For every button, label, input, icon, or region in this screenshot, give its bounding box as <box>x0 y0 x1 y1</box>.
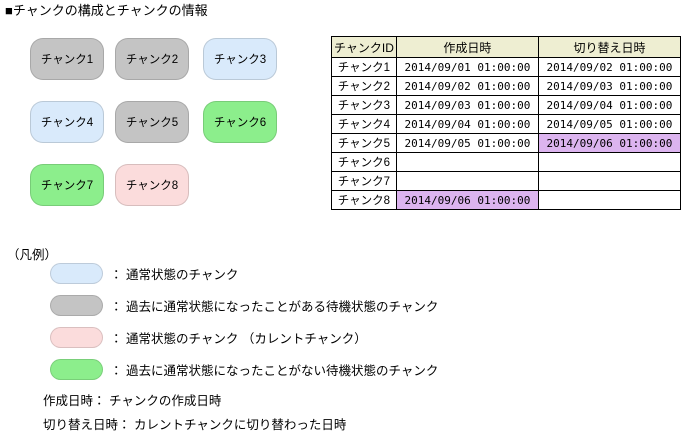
table-row: チャンク8 2014/09/06 01:00:00 <box>331 190 681 210</box>
column-header-switched-at: 切り替え日時 <box>537 36 681 58</box>
cell-chunk-id: チャンク5 <box>331 133 397 153</box>
cell-switched-at: 2014/09/03 01:00:00 <box>537 76 681 96</box>
cell-switched-at: 2014/09/06 01:00:00 <box>537 133 681 153</box>
table-row: チャンク2 2014/09/02 01:00:00 2014/09/03 01:00… <box>331 76 681 96</box>
legend-item: ： 過去に通常状態になったことがない待機状態のチャンク <box>50 358 438 380</box>
cell-switched-at: 2014/09/02 01:00:00 <box>537 57 681 77</box>
chunk-box: チャンク1 <box>30 38 104 80</box>
chunk-box-label: チャンク4 <box>40 117 94 129</box>
chunk-box-label: チャンク5 <box>125 117 179 129</box>
chunk-box-label: チャンク7 <box>40 180 94 192</box>
cell-chunk-id: チャンク7 <box>331 171 397 191</box>
cell-chunk-id: チャンク8 <box>331 190 397 210</box>
table-row: チャンク5 2014/09/05 01:00:00 2014/09/06 01:00… <box>331 133 681 153</box>
table-header-row: チャンクID 作成日時 切り替え日時 <box>331 36 681 58</box>
chunk-box: チャンク7 <box>30 164 104 206</box>
chunk-diagram: チャンク1 チャンク2 チャンク3 チャンク4 チャンク5 チャンク6 チャンク7 チャンク8 <box>0 0 320 215</box>
chunk-box: チャンク3 <box>203 38 277 80</box>
legend-swatch <box>50 262 103 284</box>
legend-swatch <box>50 358 103 380</box>
cell-created-at: 2014/09/06 01:00:00 <box>395 190 539 210</box>
legend-item: ： 通常状態のチャンク <box>50 262 238 284</box>
chunk-box: チャンク2 <box>115 38 189 80</box>
table-row: チャンク3 2014/09/03 01:00:00 2014/09/04 01:00… <box>331 95 681 115</box>
cell-chunk-id: チャンク6 <box>331 152 397 172</box>
cell-switched-at: 2014/09/04 01:00:00 <box>537 95 681 115</box>
chunk-box: チャンク6 <box>203 101 277 143</box>
page-title: ■チャンクの構成とチャンクの情報 <box>5 3 208 18</box>
table-row: チャンク7 <box>331 171 681 191</box>
cell-chunk-id: チャンク4 <box>331 114 397 134</box>
chunk-box-label: チャンク8 <box>125 180 179 192</box>
cell-created-at: 2014/09/04 01:00:00 <box>395 114 539 134</box>
cell-chunk-id: チャンク2 <box>331 76 397 96</box>
cell-created-at: 2014/09/01 01:00:00 <box>395 57 539 77</box>
cell-created-at: 2014/09/03 01:00:00 <box>395 95 539 115</box>
chunk-box-label: チャンク3 <box>213 54 267 66</box>
cell-created-at: 2014/09/02 01:00:00 <box>395 76 539 96</box>
chunk-box: チャンク5 <box>115 101 189 143</box>
cell-created-at: 2014/09/05 01:00:00 <box>395 133 539 153</box>
chunk-box-label: チャンク6 <box>213 117 267 129</box>
column-header-chunk-id: チャンクID <box>331 36 397 58</box>
chunk-box: チャンク8 <box>115 164 189 206</box>
cell-created-at <box>395 171 539 191</box>
cell-switched-at <box>537 171 681 191</box>
legend-item-label: ： 過去に通常状態になったことがない待機状態のチャンク <box>110 363 439 378</box>
legend-swatch <box>50 294 103 316</box>
legend-item-label: ： 過去に通常状態になったことがある待機状態のチャンク <box>110 299 439 314</box>
table-row: チャンク6 <box>331 152 681 172</box>
legend-item-label: ： 通常状態のチャンク （カレントチャンク） <box>110 331 367 346</box>
legend-item-label: ： 通常状態のチャンク <box>110 267 239 282</box>
cell-switched-at <box>537 152 681 172</box>
cell-switched-at: 2014/09/05 01:00:00 <box>537 114 681 134</box>
chunk-box-label: チャンク1 <box>40 54 94 66</box>
column-header-created-at: 作成日時 <box>395 36 539 58</box>
table-row: チャンク1 2014/09/01 01:00:00 2014/09/02 01:00… <box>331 57 681 77</box>
table-body: チャンク1 2014/09/01 01:00:00 2014/09/02 01:00… <box>331 57 681 210</box>
chunk-box-label: チャンク2 <box>125 54 179 66</box>
legend-title: （凡例） <box>7 248 58 262</box>
chunk-info-table: チャンクID 作成日時 切り替え日時 チャンク1 2014/09/01 01:00… <box>331 36 681 210</box>
cell-chunk-id: チャンク3 <box>331 95 397 115</box>
legend-item: ： 過去に通常状態になったことがある待機状態のチャンク <box>50 294 438 316</box>
chunk-box: チャンク4 <box>30 101 104 143</box>
legend-note: 作成日時： チャンクの作成日時 <box>43 394 222 408</box>
legend-note: 切り替え日時： カレントチャンクに切り替わった日時 <box>43 418 347 432</box>
cell-created-at <box>395 152 539 172</box>
cell-chunk-id: チャンク1 <box>331 57 397 77</box>
cell-switched-at <box>537 190 681 210</box>
legend-item: ： 通常状態のチャンク （カレントチャンク） <box>50 326 367 348</box>
legend-swatch <box>50 326 103 348</box>
table-row: チャンク4 2014/09/04 01:00:00 2014/09/05 01:00… <box>331 114 681 134</box>
